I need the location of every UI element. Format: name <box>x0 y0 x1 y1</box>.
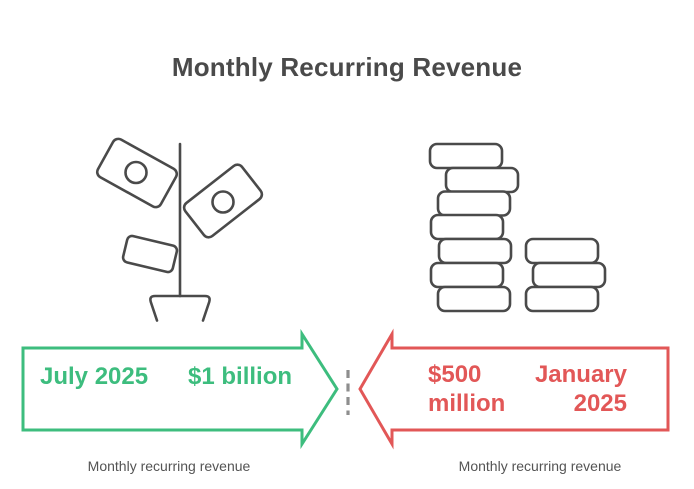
right-arrow-value-line1: $500 <box>428 361 482 388</box>
left-arrow-value-label: $1 billion <box>188 363 293 390</box>
red-arrow-shape <box>358 328 670 450</box>
right-arrow-period-line2: 2025 <box>573 390 627 417</box>
right-arrow-value-label: $500 million <box>428 360 505 418</box>
green-arrow-shape <box>21 328 339 450</box>
right-arrow-period-line1: January <box>534 361 627 388</box>
banknote-coin-mark <box>124 160 148 185</box>
banknote-small <box>121 234 179 274</box>
right-caption: Monthly recurring revenue <box>458 458 622 474</box>
coin-stacks-icon <box>428 142 607 313</box>
left-arrow-period-label: July 2025 <box>40 363 149 390</box>
money-plant-icon <box>95 137 264 322</box>
banknote-coin-mark <box>211 190 235 214</box>
banknote-top-left <box>95 137 179 209</box>
plant-pot <box>149 294 211 322</box>
left-caption: Monthly recurring revenue <box>87 458 251 474</box>
coin-stack-short <box>524 237 607 313</box>
right-arrow-period-label: January 2025 <box>459 360 627 418</box>
page-title: Monthly Recurring Revenue <box>171 52 523 82</box>
coin-stack-tall <box>428 142 520 313</box>
right-arrow-value-line2: million <box>428 390 506 417</box>
banknote-right <box>182 163 264 239</box>
